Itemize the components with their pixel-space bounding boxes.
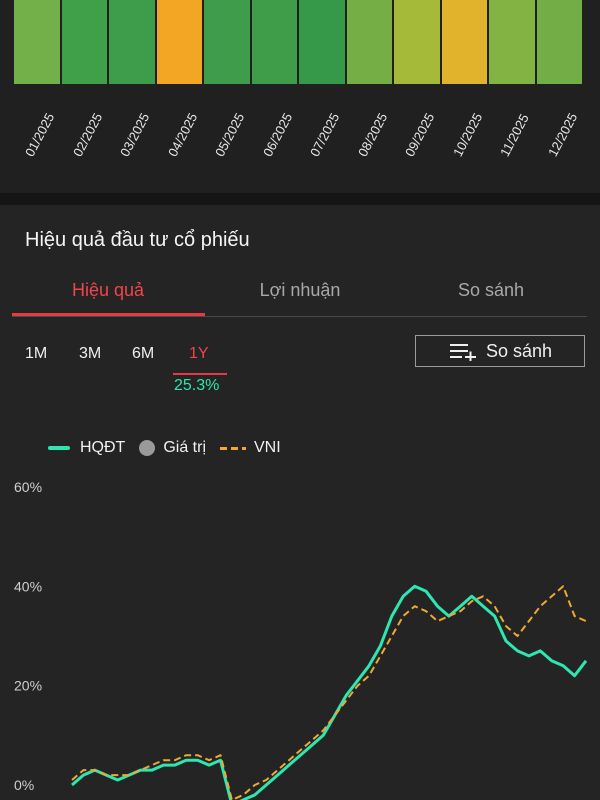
legend-item-hqdt[interactable]: HQĐT <box>48 439 125 457</box>
legend-label-hqdt: HQĐT <box>80 439 126 456</box>
period-3m[interactable]: 3M <box>79 345 102 362</box>
heatmap-cell[interactable] <box>61 0 107 84</box>
active-tab-indicator <box>12 313 205 316</box>
heatmap-cell[interactable] <box>536 0 582 84</box>
month-label: 02/2025 <box>69 110 105 160</box>
heatmap-cell[interactable] <box>204 0 250 84</box>
compare-button[interactable]: So sánh <box>415 335 585 367</box>
series-line-hqdt <box>71 584 588 800</box>
heatmap-cell[interactable] <box>251 0 297 84</box>
month-label: 10/2025 <box>449 110 485 160</box>
heatmap-cell[interactable] <box>441 0 487 84</box>
heatmap-cell[interactable] <box>394 0 440 84</box>
section-title: Hiệu quả đầu tư cổ phiếu <box>25 229 250 251</box>
active-period-indicator <box>173 373 227 375</box>
y-tick-label: 0% <box>14 777 34 793</box>
month-label: 01/2025 <box>22 110 58 160</box>
month-label: 07/2025 <box>307 110 343 160</box>
compare-button-label: So sánh <box>485 340 553 361</box>
month-label: 05/2025 <box>212 110 248 160</box>
heatmap-cell[interactable] <box>109 0 155 84</box>
legend-dot-marker <box>139 440 156 456</box>
legend-label-gia-tri: Giá trị <box>163 439 206 456</box>
tab-loi-nhuan[interactable]: Lợi nhuận <box>259 280 341 300</box>
monthly-heatmap: 01/2025 02/2025 03/2025 04/2025 05/2025 06/20… <box>0 0 600 193</box>
month-label: 11/2025 <box>497 111 532 160</box>
legend-line-marker <box>48 446 70 450</box>
legend-dash-marker <box>220 446 246 450</box>
tab-bar: Hiệu quả Lợi nhuận So sánh <box>12 275 587 317</box>
tab-hieu-qua[interactable]: Hiệu quả <box>71 280 145 300</box>
y-tick-label: 40% <box>14 578 42 594</box>
period-6m[interactable]: 6M <box>132 345 155 362</box>
legend-item-vni[interactable]: VNI <box>220 439 281 457</box>
heatmap-cell[interactable] <box>299 0 345 84</box>
tab-so-sanh[interactable]: So sánh <box>457 280 525 300</box>
performance-line-chart: 60% 40% 20% 0% <box>14 479 588 800</box>
section-divider <box>0 193 600 205</box>
month-label: 04/2025 <box>164 110 200 160</box>
period-return-value: 25.3% <box>174 377 220 394</box>
list-add-icon <box>449 344 476 361</box>
month-label: 06/2025 <box>259 110 295 160</box>
heatmap-row <box>14 0 582 84</box>
month-label: 03/2025 <box>117 110 153 160</box>
chart-legend: HQĐT Giá trị VNI <box>48 439 295 457</box>
y-tick-label: 60% <box>14 479 42 495</box>
heatmap-cell[interactable] <box>14 0 60 84</box>
period-1m[interactable]: 1M <box>25 345 48 362</box>
investment-performance-card: Hiệu quả đầu tư cổ phiếu Hiệu quả Lợi nh… <box>0 205 600 800</box>
legend-label-vni: VNI <box>254 439 281 456</box>
legend-item-gia-tri[interactable]: Giá trị <box>139 439 206 457</box>
heatmap-cell[interactable] <box>489 0 535 84</box>
heatmap-cell[interactable] <box>156 0 202 84</box>
month-label: 08/2025 <box>354 110 390 160</box>
month-label: 12/2025 <box>544 110 580 160</box>
y-tick-label: 20% <box>14 678 42 694</box>
month-label: 09/2025 <box>402 110 438 160</box>
period-1y[interactable]: 1Y <box>189 345 209 362</box>
series-line-vni <box>71 585 587 800</box>
heatmap-cell[interactable] <box>346 0 392 84</box>
